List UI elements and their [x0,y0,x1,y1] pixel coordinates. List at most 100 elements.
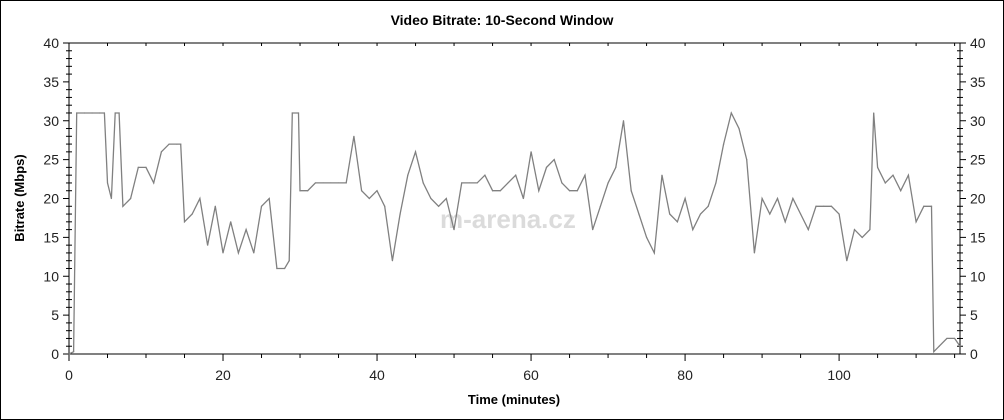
data-point [699,213,702,215]
data-point [176,143,178,145]
y-tick-label-right: 25 [970,152,986,168]
y-tick-label-left: 30 [43,113,59,129]
data-point [110,197,112,200]
data-point [607,182,609,184]
y-tick-label-left: 15 [43,229,59,245]
data-point [299,190,301,192]
data-point [453,229,455,231]
data-point [407,174,409,176]
data-point [769,213,771,215]
data-point [869,229,871,231]
data-point [584,174,586,176]
data-point [799,213,802,215]
data-point [576,190,578,192]
data-point [153,182,155,184]
data-point [422,182,424,184]
data-point [561,182,563,184]
data-point [784,221,786,223]
data-point [515,174,517,176]
data-point [907,174,910,176]
data-point [538,190,540,192]
data-point [361,190,363,192]
data-point [91,112,93,114]
data-point [399,213,401,215]
data-point [438,205,440,207]
data-point [815,205,817,207]
data-point [730,112,732,114]
data-point [237,252,240,254]
data-point [322,182,324,184]
data-point [692,229,694,231]
data-point [592,229,594,231]
data-point [130,197,132,200]
data-point [630,190,632,192]
chart-title: Video Bitrate: 10-Second Window [391,12,614,28]
data-point [461,182,463,184]
y-tick-label-right: 40 [970,35,986,51]
data-point [930,205,933,207]
data-point [137,166,139,168]
plot-area [68,42,961,355]
data-point [99,112,101,114]
data-point [260,205,263,207]
data-point [946,337,948,340]
data-point [297,112,300,114]
data-point [353,135,355,137]
data-point [846,260,848,262]
data-point [207,244,209,246]
data-point [876,166,879,168]
y-tick-label-right: 10 [970,268,986,284]
y-tick-label-left: 20 [43,191,59,207]
x-tick-label: 40 [369,367,385,383]
x-tick-label: 100 [827,367,851,383]
data-point [291,112,293,114]
data-point [288,260,290,262]
y-tick-label-left: 0 [51,346,59,362]
data-point [959,345,961,347]
y-tick-label-left: 25 [43,152,59,168]
data-point [923,205,925,207]
data-point [330,182,332,184]
data-point [106,182,109,184]
data-point [761,197,763,200]
y-tick-label-left: 5 [51,307,59,323]
data-point [122,205,124,207]
data-point [484,174,486,176]
data-point [915,221,917,223]
data-point [669,213,671,215]
watermark: m-arena.cz [440,204,576,234]
y-tick-label-right: 30 [970,113,986,129]
data-point [884,182,886,184]
y-tick-label-left: 40 [43,35,59,51]
data-point [222,252,224,254]
data-point [933,351,935,353]
data-point [145,166,147,168]
data-point [430,197,432,200]
data-point [73,351,75,353]
data-point [823,205,825,207]
data-point [214,205,216,207]
y-tick-label-left: 10 [43,268,59,284]
data-point [314,182,317,184]
data-point [253,252,255,254]
x-tick-label: 60 [523,367,539,383]
data-point [476,182,478,184]
data-point [103,112,106,114]
bitrate-series-line [68,111,961,355]
data-point [199,197,201,200]
data-point [414,151,417,153]
data-point [499,190,501,192]
data-point [114,112,116,114]
data-point [807,229,809,231]
x-tick-label: 80 [677,367,693,383]
y-tick-label-right: 0 [970,346,978,362]
data-point [653,252,655,254]
y-axis-label: Bitrate (Mbps) [12,154,27,241]
data-point [168,143,170,145]
data-point [645,236,648,238]
data-point [345,182,347,184]
data-point [160,151,163,153]
y-tick-label-right: 5 [970,307,978,323]
y-tick-label-right: 35 [970,74,986,90]
